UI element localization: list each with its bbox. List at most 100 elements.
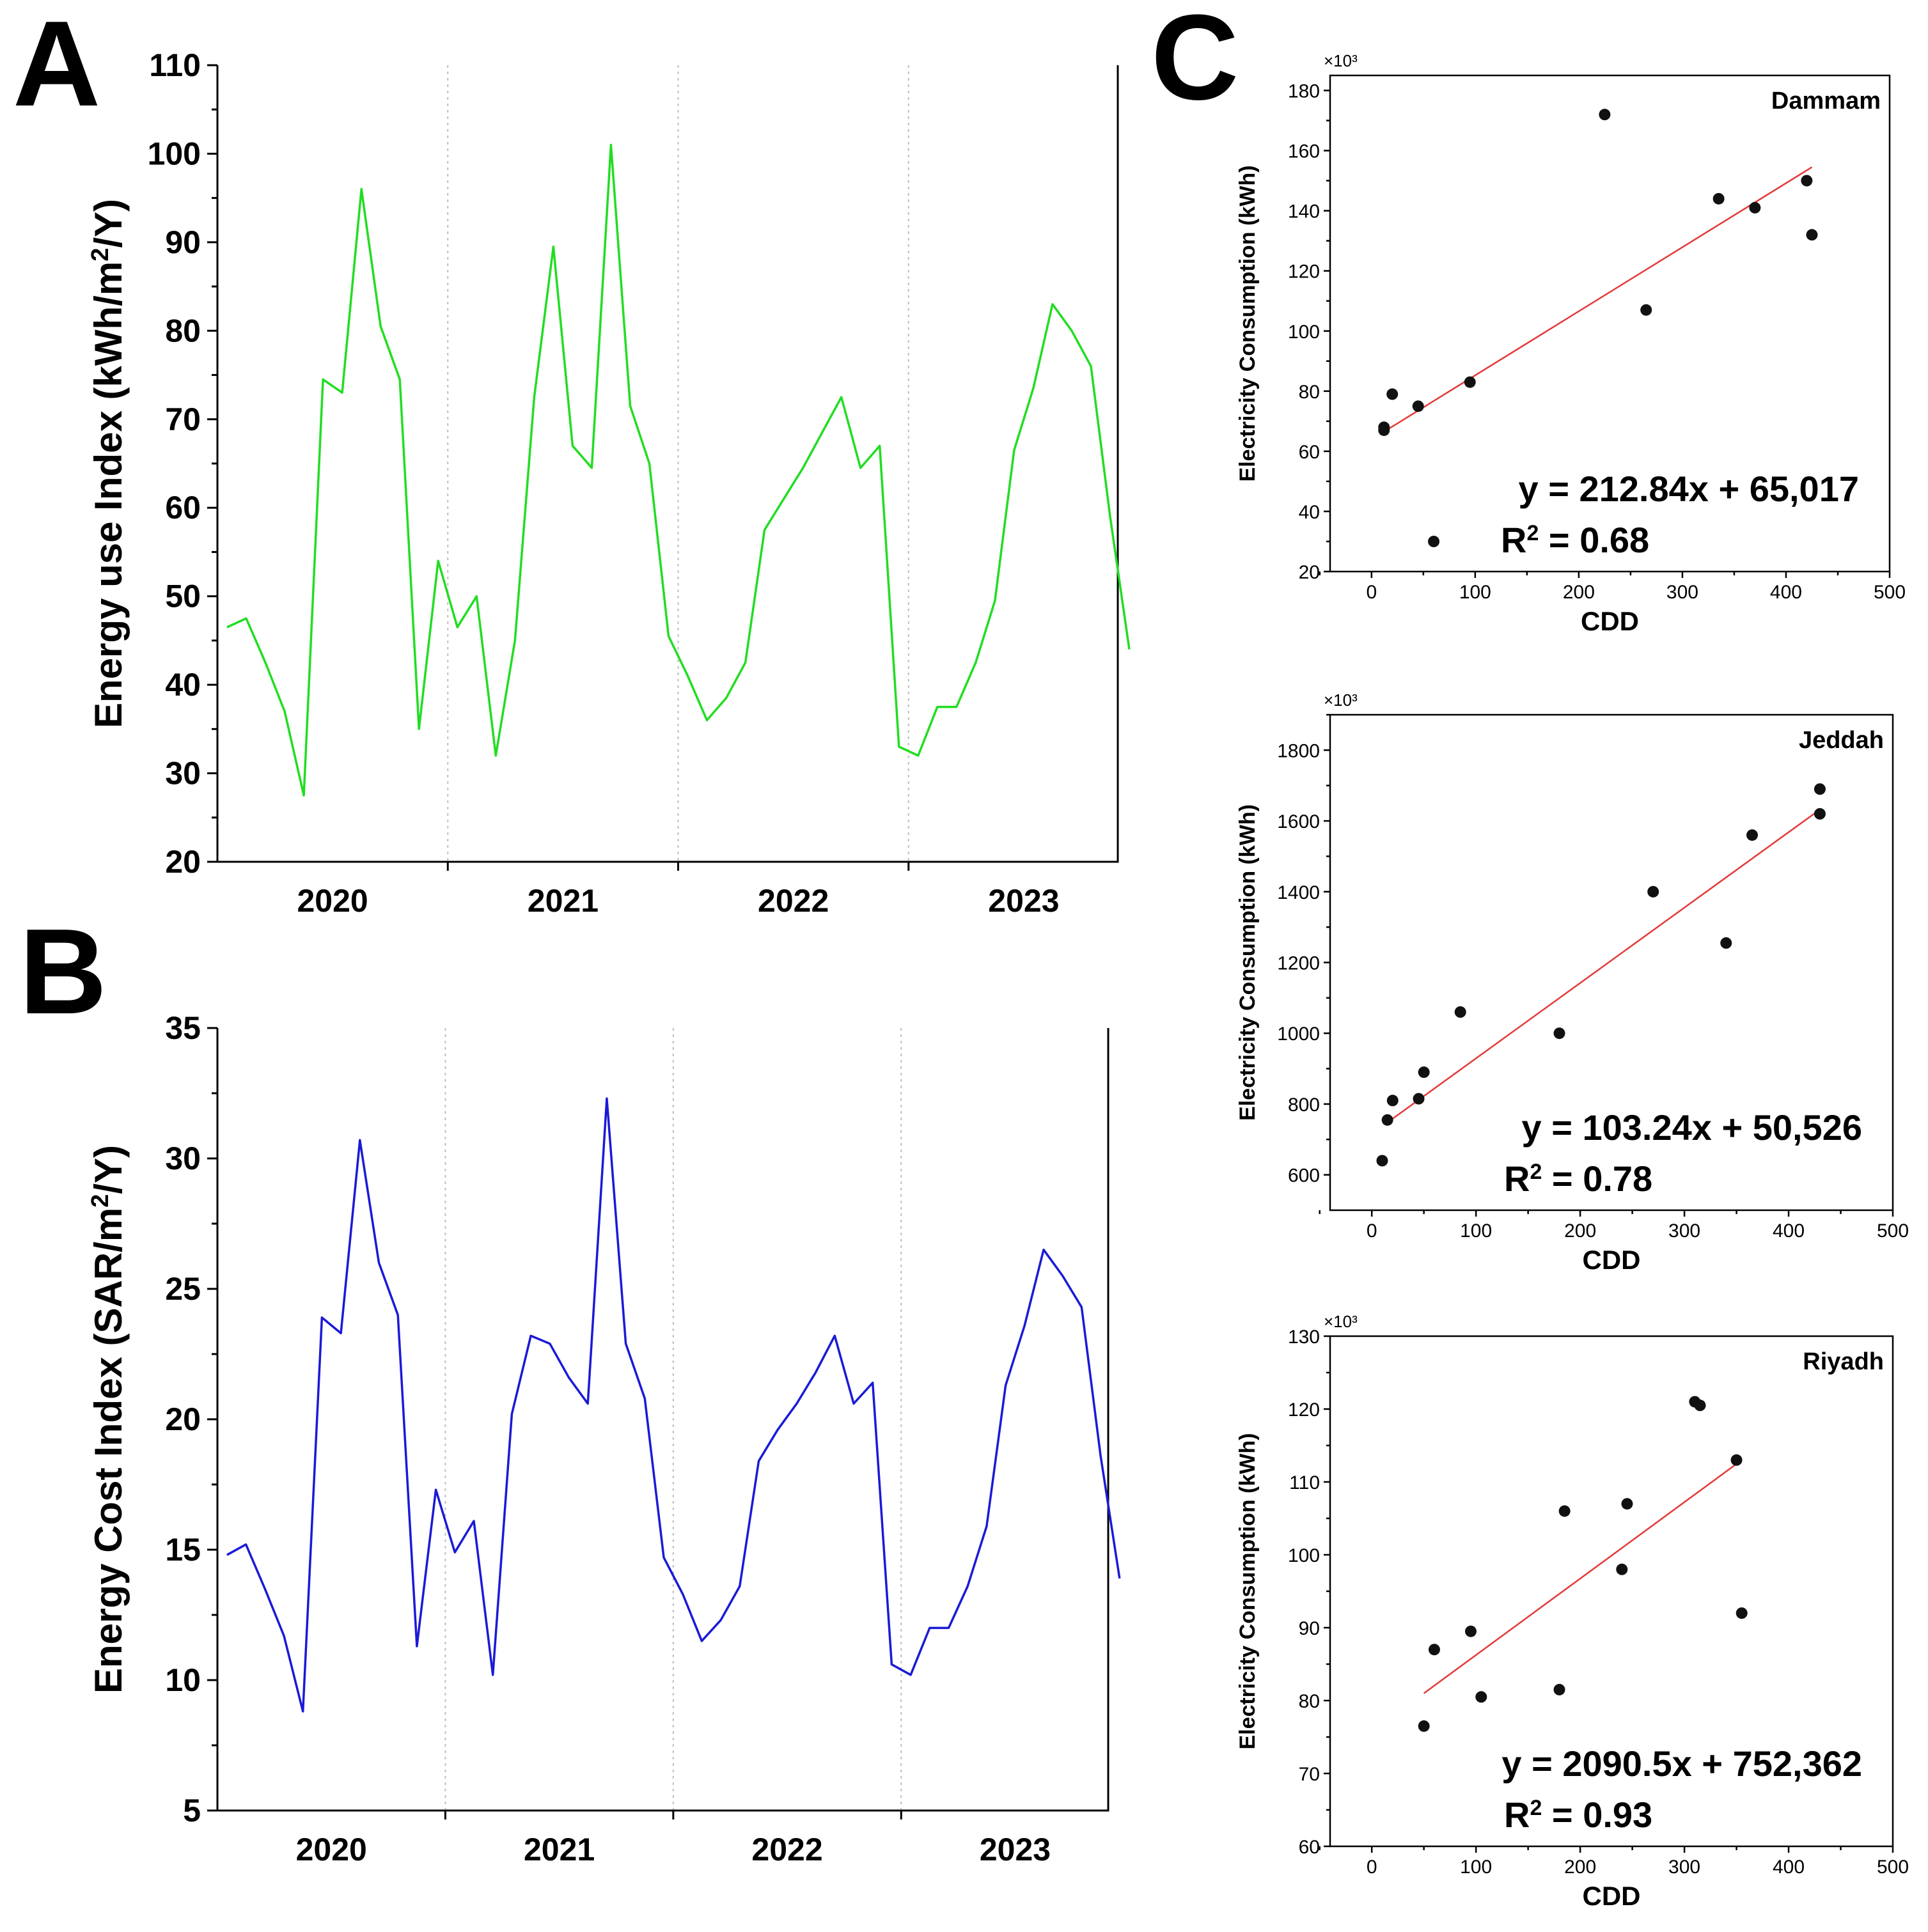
y-tick-label: 30	[165, 1141, 201, 1176]
data-point	[1418, 1066, 1430, 1079]
chart-riyadh: 0 100 200 300 400 500 60 70 80 90 100 110 120 130×10³…	[1235, 1312, 1909, 1911]
y-tick-label: 70	[1299, 1764, 1320, 1785]
year-label: 2022	[758, 883, 829, 919]
chart-energy-cost-index: 5 10 15 20 25 30 35 2020 2021 2022 2023 Energy Cost…	[87, 1010, 1121, 1867]
y-tick-label: 25	[165, 1271, 201, 1307]
data-point	[1428, 1644, 1440, 1656]
y-tick-label: 10	[165, 1662, 201, 1698]
year-label: 2023	[988, 883, 1059, 919]
y-tick-label: 100	[148, 136, 201, 171]
y-tick-label: 110	[1289, 1472, 1320, 1493]
fit-equation: y = 2090.5x + 752,362	[1501, 1743, 1862, 1784]
y-tick-label: 120	[1288, 261, 1320, 283]
y-tick-label: 140	[1288, 201, 1320, 222]
data-point	[1749, 201, 1761, 214]
y-tick-label: 120	[1288, 1399, 1320, 1421]
y-tick-label: 160	[1288, 141, 1320, 162]
r-squared: R2 = 0.68	[1501, 520, 1649, 560]
y-tick-label: 90	[165, 224, 201, 260]
series-line	[226, 143, 1131, 797]
data-point	[1454, 1006, 1466, 1018]
data-point	[1720, 937, 1732, 949]
year-label: 2020	[296, 1832, 367, 1867]
y-tick-label: 5	[183, 1793, 201, 1828]
x-axis-label: CDD	[1583, 1245, 1641, 1275]
data-point	[1553, 1027, 1565, 1040]
fit-equation: y = 212.84x + 65,017	[1519, 469, 1860, 509]
x-tick-label: 0	[1366, 582, 1377, 603]
data-point	[1386, 388, 1399, 400]
x-tick-label: 0	[1367, 1857, 1377, 1878]
y-tick-label: 800	[1288, 1095, 1320, 1116]
data-point	[1801, 175, 1813, 187]
x-tick-label: 500	[1874, 582, 1906, 603]
data-point	[1428, 535, 1440, 547]
panel-label-c: C	[1151, 0, 1239, 125]
data-point	[1553, 1683, 1565, 1695]
x-axis-label: CDD	[1581, 606, 1639, 636]
r-squared: R2 = 0.78	[1504, 1158, 1652, 1199]
y-axis-label: Electricity Consumption (kWh)	[1235, 1433, 1260, 1750]
year-label: 2023	[980, 1832, 1051, 1867]
year-label: 2020	[297, 883, 368, 919]
y-axis-label: Electricity Consumption (kWh)	[1235, 804, 1260, 1121]
axis-multiplier: ×10³	[1324, 51, 1358, 70]
x-tick-label: 500	[1877, 1857, 1909, 1878]
data-point	[1418, 1720, 1430, 1732]
y-tick-label: 1200	[1277, 953, 1320, 974]
data-point	[1386, 1095, 1399, 1107]
fit-equation: y = 103.24x + 50,526	[1522, 1107, 1863, 1148]
y-tick-label: 1800	[1277, 740, 1320, 761]
r-squared: R2 = 0.93	[1504, 1795, 1652, 1835]
data-point	[1712, 192, 1725, 205]
chart-dammam: 0 100 200 300 400 500 20 40 60 80 100 120 140 160 180×…	[1235, 51, 1906, 636]
y-tick-label: 100	[1288, 322, 1320, 343]
x-tick-label: 400	[1770, 582, 1802, 603]
x-tick-label: 0	[1367, 1220, 1377, 1242]
data-point	[1381, 1114, 1393, 1126]
data-point	[1599, 109, 1611, 121]
y-tick-label: 40	[1299, 502, 1320, 523]
fit-line	[1383, 166, 1813, 433]
data-point	[1694, 1399, 1706, 1412]
data-point	[1621, 1498, 1633, 1510]
data-point	[1647, 885, 1659, 898]
y-tick-label: 180	[1288, 81, 1320, 102]
y-tick-label: 600	[1288, 1165, 1320, 1187]
y-axis-label: Energy Cost Index (SAR/m2/Y)	[87, 1145, 130, 1694]
city-title: Riyadh	[1803, 1348, 1884, 1375]
y-tick-label: 100	[1288, 1545, 1320, 1566]
y-tick-label: 60	[165, 490, 201, 526]
y-tick-label: 15	[165, 1532, 201, 1568]
x-tick-label: 300	[1666, 582, 1698, 603]
data-point	[1814, 783, 1826, 795]
axis-multiplier: ×10³	[1324, 1312, 1358, 1331]
chart-jeddah: 0 100 200 300 400 500 600 800 1000 1200 1400 1600 18…	[1235, 690, 1909, 1275]
plot-frame	[1329, 74, 1891, 573]
x-tick-label: 300	[1668, 1220, 1700, 1242]
x-tick-label: 200	[1563, 582, 1595, 603]
y-tick-label: 1000	[1277, 1024, 1320, 1045]
data-point	[1806, 229, 1818, 241]
y-tick-label: 1400	[1277, 882, 1320, 903]
series-line	[226, 1097, 1121, 1713]
y-tick-label: 80	[165, 313, 201, 348]
y-tick-label: 70	[165, 401, 201, 437]
y-tick-label: 1600	[1277, 811, 1320, 832]
city-title: Jeddah	[1799, 727, 1884, 754]
x-axis-label: CDD	[1583, 1881, 1641, 1911]
chart-energy-use-index: 20 30 40 50 60 70 80 90 100 110 2020 2021 2022 2023 En…	[87, 47, 1131, 919]
data-point	[1376, 1155, 1388, 1167]
x-tick-label: 500	[1877, 1220, 1909, 1242]
data-point	[1730, 1454, 1743, 1466]
data-point	[1475, 1691, 1487, 1703]
data-point	[1465, 1625, 1477, 1637]
data-point	[1640, 304, 1652, 316]
x-tick-label: 200	[1564, 1220, 1596, 1242]
data-point	[1558, 1505, 1571, 1517]
y-tick-label: 80	[1299, 1691, 1320, 1712]
y-tick-label: 20	[165, 844, 201, 880]
y-tick-label: 90	[1299, 1618, 1320, 1639]
data-point	[1736, 1607, 1748, 1619]
